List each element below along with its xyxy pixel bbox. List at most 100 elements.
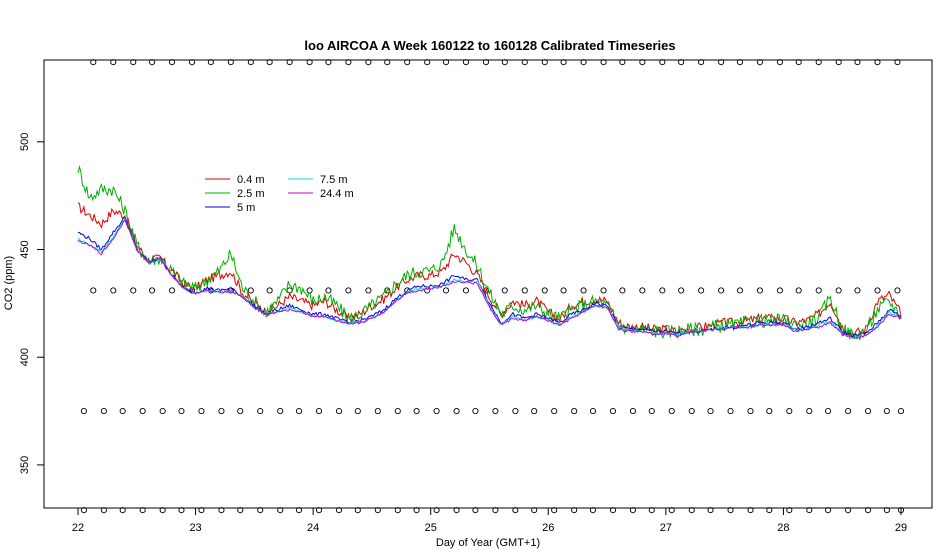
calibration-point (786, 408, 793, 415)
x-tick-label: 22 (72, 522, 84, 534)
calibration-markers (80, 59, 905, 514)
legend: 0.4 m 2.5 m 5 m 7.5 m 24.4 m (205, 174, 354, 214)
y-axis-label: CO2 (ppm) (3, 256, 15, 310)
calibration-point (354, 408, 361, 415)
calibration-point (501, 287, 508, 294)
calibration-point (80, 507, 87, 514)
calibration-point (159, 408, 166, 415)
x-tick-label: 25 (425, 522, 437, 534)
series-line-2-5-m (77, 164, 902, 341)
calibration-point (286, 59, 293, 66)
calibration-point (648, 507, 655, 514)
calibration-point (433, 408, 440, 415)
calibration-point (110, 287, 117, 294)
calibration-point (560, 59, 567, 66)
calibration-point (688, 408, 695, 415)
calibration-point (472, 408, 479, 415)
calibration-point (600, 59, 607, 66)
calibration-point (541, 59, 548, 66)
calibration-point (149, 59, 156, 66)
calibration-point (198, 408, 205, 415)
calibration-point (825, 408, 832, 415)
calibration-point (501, 59, 508, 66)
calibration-point (776, 287, 783, 294)
calibration-point (589, 507, 597, 514)
calibration-point (727, 507, 734, 514)
series-line-0-4-m (77, 202, 902, 340)
calibration-point (698, 59, 705, 66)
calibration-point (609, 507, 617, 514)
calibration-point (845, 507, 852, 514)
calibration-point (462, 59, 470, 66)
calibration-point (110, 59, 117, 66)
calibration-point (100, 507, 107, 514)
calibration-point (571, 408, 578, 415)
calibration-point (806, 507, 813, 514)
calibration-point (139, 507, 146, 514)
calibration-point (345, 59, 352, 66)
calibration-point (433, 507, 440, 514)
calibration-point (266, 59, 273, 66)
x-tick-label: 23 (189, 522, 201, 534)
series-line-24-4-m (77, 219, 902, 339)
x-tick-label: 24 (307, 522, 319, 534)
plot-frame (43, 59, 933, 509)
calibration-point (560, 287, 567, 294)
legend-label: 24.4 m (320, 188, 354, 200)
calibration-point (335, 507, 343, 514)
calibration-point (531, 408, 538, 415)
calibration-point (354, 507, 361, 514)
calibration-point (600, 287, 607, 294)
calibration-point (786, 507, 793, 514)
calibration-point (257, 408, 264, 415)
x-axis-label: Day of Year (GMT+1) (436, 537, 540, 549)
calibration-point (512, 408, 519, 415)
legend-label: 0.4 m (237, 174, 265, 186)
calibration-point (854, 287, 861, 294)
calibration-point (442, 287, 450, 294)
calibration-point (277, 408, 284, 415)
y-axis: 350 400 450 500 (19, 133, 44, 474)
calibration-point (198, 507, 205, 514)
calibration-point (80, 408, 87, 415)
calibration-point (384, 59, 391, 66)
calibration-point (580, 287, 587, 294)
calibration-point (727, 408, 734, 415)
calibration-point (159, 507, 166, 514)
calibration-point (688, 507, 695, 514)
calibration-point (100, 408, 107, 415)
calibration-point (619, 59, 626, 66)
calibration-point (188, 59, 196, 66)
calibration-point (894, 59, 901, 66)
x-tick-label: 28 (777, 522, 789, 534)
calibration-point (609, 408, 617, 415)
calibration-point (374, 408, 381, 415)
calibration-point (325, 59, 332, 66)
calibration-point (394, 507, 401, 514)
calibration-point (472, 507, 479, 514)
calibration-point (119, 507, 126, 514)
legend-label: 2.5 m (237, 188, 265, 200)
calibration-point (747, 507, 754, 514)
calibration-point (678, 59, 685, 66)
chart-title: loo AIRCOA A Week 160122 to 160128 Calib… (304, 38, 675, 53)
calibration-point (404, 59, 411, 66)
calibration-point (629, 507, 636, 514)
calibration-point (825, 507, 832, 514)
calibration-point (315, 408, 323, 415)
calibration-point (207, 59, 214, 66)
calibration-point (286, 287, 293, 294)
calibration-point (277, 507, 284, 514)
calibration-point (325, 287, 332, 294)
calibration-point (365, 287, 372, 294)
calibration-point (139, 408, 146, 415)
calibration-point (531, 507, 538, 514)
calibration-point (365, 59, 372, 66)
calibration-point (345, 287, 352, 294)
series-line-5-m (77, 217, 902, 338)
series-lines (77, 164, 902, 341)
calibration-point (897, 507, 905, 514)
calibration-point (149, 287, 156, 294)
calibration-point (776, 59, 783, 66)
